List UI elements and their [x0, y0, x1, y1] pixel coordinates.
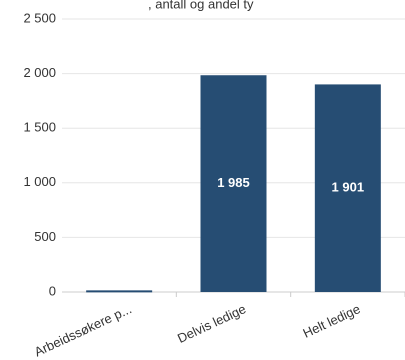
x-category-label: Arbeidssøkere p...	[32, 301, 134, 359]
x-category-label: Delvis ledige	[175, 301, 248, 346]
y-tick-label: 1 000	[23, 174, 56, 189]
y-tick-label: 1 500	[23, 120, 56, 135]
bar	[200, 75, 267, 292]
data-label: 1 901	[332, 180, 365, 195]
x-category-label: Helt ledige	[301, 301, 363, 341]
data-label: 1 985	[217, 175, 250, 190]
y-tick-label: 0	[49, 283, 56, 298]
y-tick-label: 2 000	[23, 65, 56, 80]
y-tick-label: 500	[34, 229, 56, 244]
bar	[86, 290, 153, 293]
chart-title-fragment: , antall og andel ty	[148, 0, 254, 11]
y-tick-label: 2 500	[23, 10, 56, 25]
bar	[314, 84, 381, 292]
